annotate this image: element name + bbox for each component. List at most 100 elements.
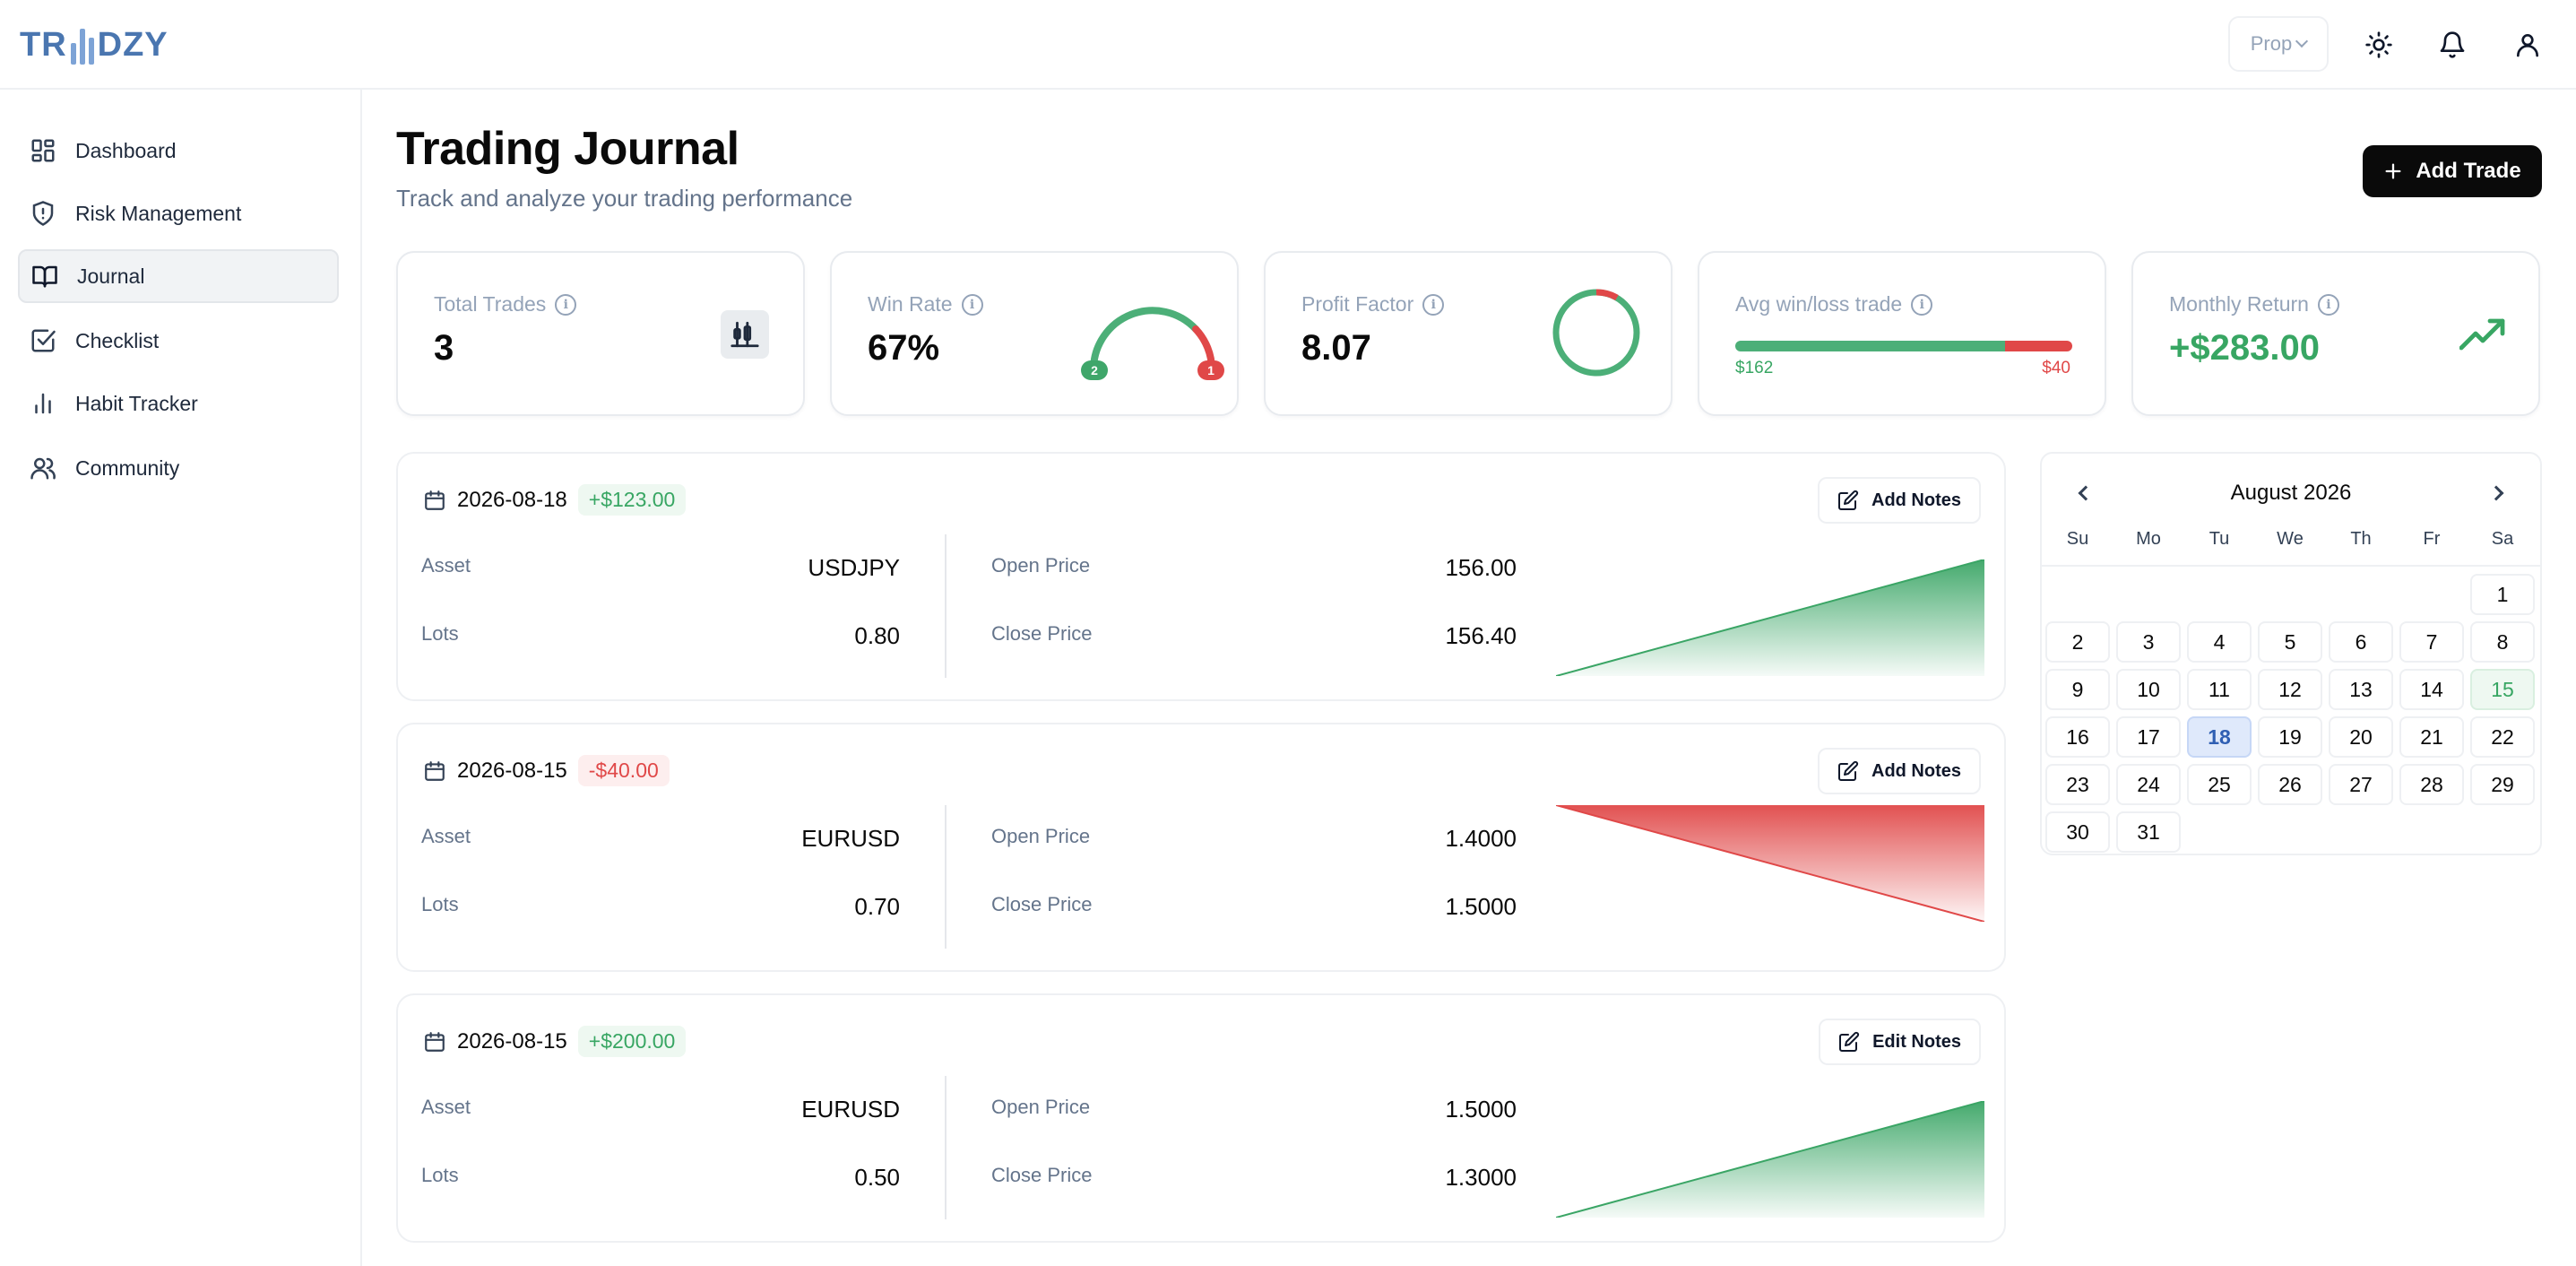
calendar-divider: [2042, 565, 2540, 567]
dashboard-icon: [29, 136, 57, 165]
info-icon[interactable]: i: [961, 293, 983, 316]
calendar-day[interactable]: 29: [2470, 764, 2535, 805]
sidebar-item-community[interactable]: Community: [18, 441, 339, 495]
sidebar-item-journal[interactable]: Journal: [18, 249, 339, 303]
calendar-day[interactable]: 21: [2399, 716, 2464, 758]
trade-date-row: 2026-08-15 -$40.00: [423, 755, 670, 786]
sidebar-item-checklist[interactable]: Checklist: [18, 314, 339, 368]
add-notes-button[interactable]: Add Notes: [1818, 748, 1981, 794]
calendar-day[interactable]: 5: [2258, 621, 2322, 663]
stat-value: 3: [434, 328, 454, 368]
stat-label: Total Trades: [434, 292, 547, 316]
stat-label: Profit Factor: [1301, 292, 1414, 316]
sidebar-item-label: Risk Management: [75, 201, 242, 225]
account-type-select[interactable]: Prop: [2228, 16, 2329, 72]
calendar-day[interactable]: 1: [2470, 574, 2535, 615]
calendar-day[interactable]: 2: [2045, 621, 2110, 663]
stat-label-wrap: Avg win/loss trade i: [1735, 292, 1933, 316]
stat-card-monthly-return: Monthly Return i +$283.00: [2131, 251, 2540, 416]
stat-card-total-trades: Total Trades i 3: [396, 251, 805, 416]
calendar-day[interactable]: 17: [2116, 716, 2181, 758]
calendar-day[interactable]: 25: [2187, 764, 2252, 805]
divider: [945, 534, 947, 678]
notifications-button[interactable]: [2433, 25, 2472, 65]
page-title: Trading Journal: [396, 123, 739, 175]
calendar-day[interactable]: 15: [2470, 669, 2535, 710]
candlestick-icon: [721, 310, 769, 359]
calendar-day[interactable]: 13: [2329, 669, 2393, 710]
stat-label-wrap: Win Rate i: [868, 292, 983, 316]
trade-sparkline: [1556, 1101, 1984, 1218]
asset-value: USDJPY: [808, 554, 900, 581]
plus-icon: [2385, 163, 2401, 179]
weekday-header: Fr: [2423, 529, 2441, 549]
open-price-value: 156.00: [1445, 554, 1517, 581]
add-notes-button[interactable]: Add Notes: [1818, 477, 1981, 524]
calendar-day[interactable]: 27: [2329, 764, 2393, 805]
calendar-day[interactable]: 24: [2116, 764, 2181, 805]
notes-button-label: Edit Notes: [1872, 1031, 1961, 1052]
info-icon[interactable]: i: [1911, 293, 1933, 316]
close-price-label: Close Price: [991, 1164, 1093, 1186]
theme-toggle-button[interactable]: [2359, 25, 2399, 65]
calendar-day[interactable]: 11: [2187, 669, 2252, 710]
open-price-value: 1.5000: [1445, 1096, 1517, 1123]
calendar-next-button[interactable]: [2485, 479, 2513, 507]
calendar-day[interactable]: 8: [2470, 621, 2535, 663]
sidebar-item-habit-tracker[interactable]: Habit Tracker: [18, 377, 339, 430]
notes-button-label: Add Notes: [1871, 490, 1961, 510]
chevron-down-icon: [2295, 34, 2309, 48]
calendar-day[interactable]: 28: [2399, 764, 2464, 805]
calendar-day[interactable]: 7: [2399, 621, 2464, 663]
open-price-label: Open Price: [991, 1096, 1091, 1118]
sidebar-item-label: Journal: [77, 264, 145, 288]
calendar-day[interactable]: 30: [2045, 811, 2110, 853]
calendar: August 2026 Su Mo Tu We Th Fr Sa 1 2 3 4 5 6 7 8 9 10 11 1…: [2040, 452, 2542, 855]
calendar-day[interactable]: 4: [2187, 621, 2252, 663]
shield-icon: [29, 199, 57, 228]
add-trade-button[interactable]: Add Trade: [2363, 145, 2542, 197]
calendar-day[interactable]: 16: [2045, 716, 2110, 758]
calendar-day[interactable]: 26: [2258, 764, 2322, 805]
calendar-day[interactable]: 14: [2399, 669, 2464, 710]
edit-icon: [1838, 490, 1859, 510]
calendar-day[interactable]: 3: [2116, 621, 2181, 663]
trade-card: 2026-08-15 +$200.00 Edit Notes Asset EUR…: [396, 993, 2006, 1243]
calendar-day[interactable]: 23: [2045, 764, 2110, 805]
calendar-day[interactable]: 10: [2116, 669, 2181, 710]
trade-card: 2026-08-15 -$40.00 Add Notes Asset EURUS…: [396, 723, 2006, 972]
info-icon[interactable]: i: [1422, 293, 1445, 316]
user-profile-button[interactable]: [2508, 25, 2547, 65]
avg-win-value: $162: [1735, 359, 1774, 377]
info-icon[interactable]: i: [2317, 293, 2339, 316]
sidebar: Dashboard Risk Management Journal Checkl…: [0, 90, 362, 1266]
app-logo[interactable]: TR DZY: [20, 23, 169, 66]
calendar-day[interactable]: 18: [2187, 716, 2252, 758]
weekday-header: We: [2277, 529, 2304, 549]
calendar-day[interactable]: 31: [2116, 811, 2181, 853]
sidebar-item-risk-management[interactable]: Risk Management: [18, 186, 339, 240]
trade-date: 2026-08-15: [457, 758, 567, 783]
open-price-label: Open Price: [991, 825, 1091, 847]
calendar-day[interactable]: 19: [2258, 716, 2322, 758]
stat-label: Monthly Return: [2169, 292, 2309, 316]
stat-value: 67%: [868, 328, 940, 368]
edit-icon: [1839, 1031, 1860, 1052]
calendar-day[interactable]: 12: [2258, 669, 2322, 710]
sidebar-item-dashboard[interactable]: Dashboard: [18, 124, 339, 178]
weekday-header: Mo: [2136, 529, 2161, 549]
info-icon[interactable]: i: [555, 293, 577, 316]
asset-label: Asset: [421, 825, 471, 847]
edit-notes-button[interactable]: Edit Notes: [1819, 1019, 1981, 1065]
sidebar-item-label: Habit Tracker: [75, 391, 198, 415]
calendar-day[interactable]: 6: [2329, 621, 2393, 663]
calendar-day[interactable]: 9: [2045, 669, 2110, 710]
lots-value: 0.70: [854, 893, 900, 920]
calendar-day[interactable]: 20: [2329, 716, 2393, 758]
calendar-day[interactable]: 22: [2470, 716, 2535, 758]
user-icon: [2517, 34, 2538, 57]
calendar-icon: [425, 760, 445, 781]
lots-label: Lots: [421, 893, 459, 915]
divider: [945, 1076, 947, 1219]
weekday-header: Th: [2350, 529, 2372, 549]
